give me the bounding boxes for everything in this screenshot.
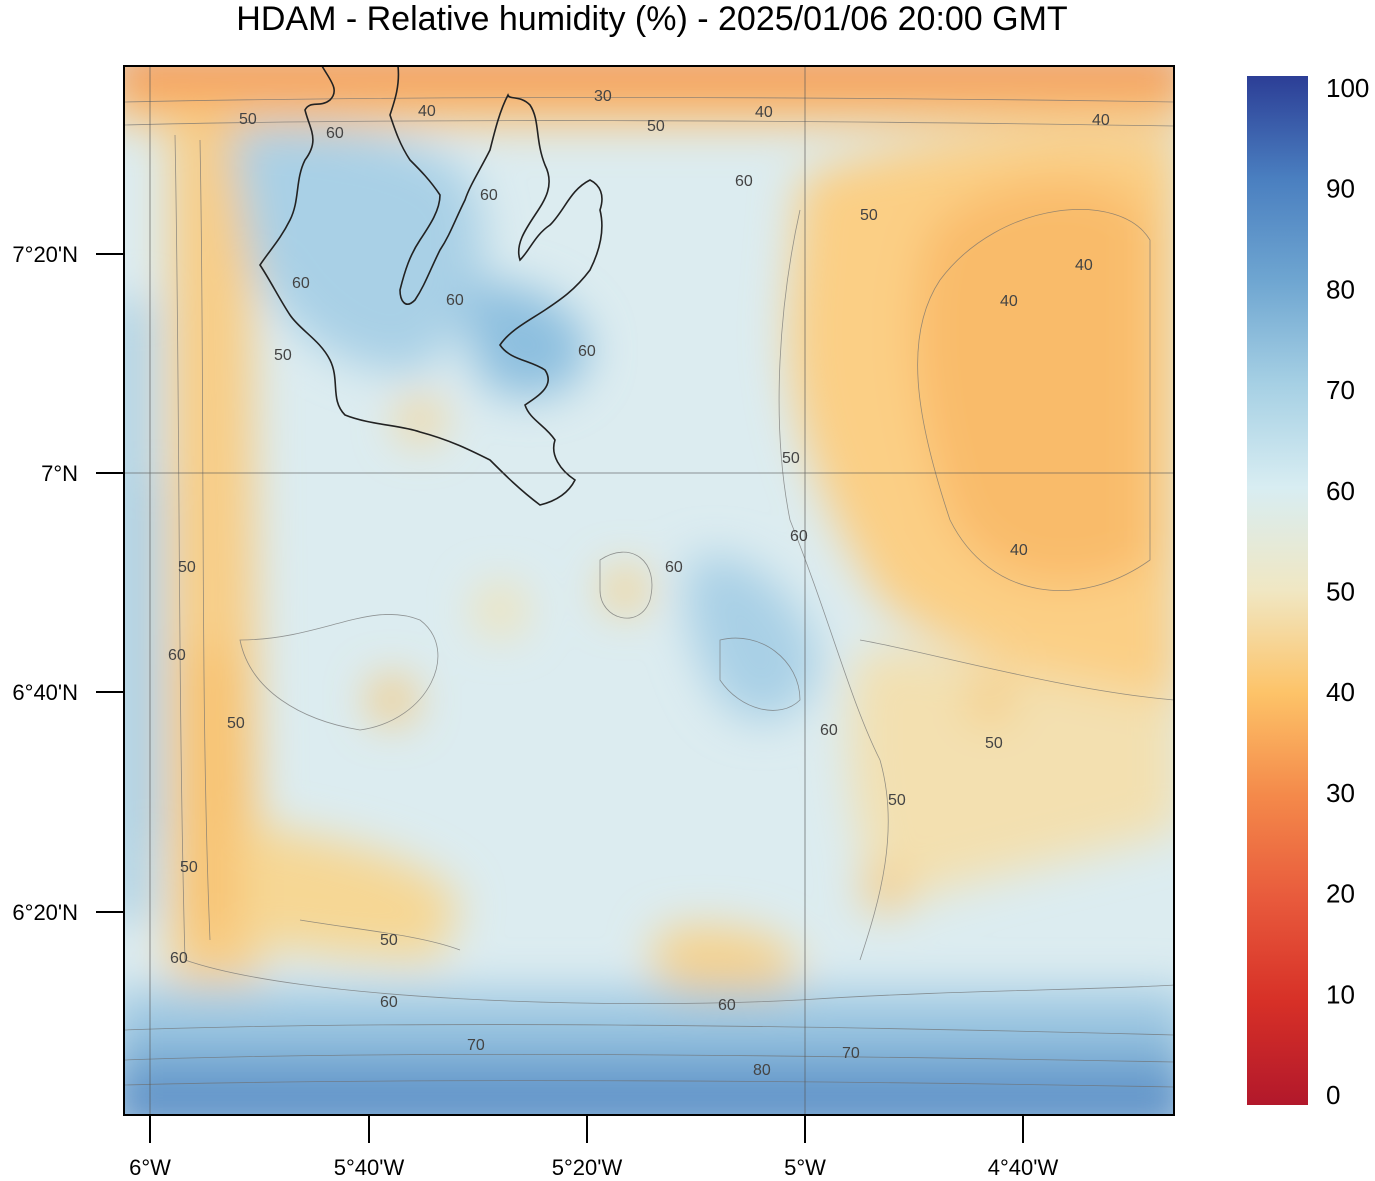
colorbar-gradient bbox=[1247, 76, 1308, 1105]
contour-label: 60 bbox=[326, 125, 344, 142]
y-tick-label: 7°N bbox=[41, 461, 78, 486]
contour-label: 50 bbox=[239, 111, 257, 128]
colorbar-tick-label: 0 bbox=[1326, 1080, 1340, 1110]
contour-label: 50 bbox=[647, 118, 665, 135]
contour-label: 50 bbox=[227, 715, 245, 732]
x-tick-label: 5°20'W bbox=[552, 1155, 623, 1180]
contour-labels: 30 40 50 40 40 60 50 60 60 60 40 40 50 4… bbox=[168, 88, 1110, 1079]
contour-label: 40 bbox=[1000, 293, 1018, 310]
colorbar-tick-label: 90 bbox=[1326, 174, 1355, 204]
colorbar-tick-label: 100 bbox=[1326, 73, 1369, 103]
x-axis: 6°W 5°40'W 5°20'W 5°W 4°40'W bbox=[129, 1115, 1058, 1180]
colorbar-tick-label: 60 bbox=[1326, 476, 1355, 506]
y-tick-label: 7°20'N bbox=[12, 242, 78, 267]
contour-label: 40 bbox=[755, 104, 773, 121]
lake-outline bbox=[259, 66, 603, 506]
contour-label: 60 bbox=[665, 559, 683, 576]
y-tick-label: 6°20'N bbox=[12, 900, 78, 925]
contour-label: 60 bbox=[292, 275, 310, 292]
contour-label: 50 bbox=[782, 450, 800, 467]
plot-frame bbox=[123, 65, 1175, 1116]
colorbar-tick-label: 70 bbox=[1326, 375, 1355, 405]
contour-label: 50 bbox=[178, 559, 196, 576]
y-tick-label: 6°40'N bbox=[12, 680, 78, 705]
contour-label: 60 bbox=[446, 292, 464, 309]
contour-label: 50 bbox=[380, 932, 398, 949]
map-title: HDAM - Relative humidity (%) - 2025/01/0… bbox=[236, 0, 1067, 38]
contour-label: 60 bbox=[578, 343, 596, 360]
colorbar: 0 10 20 30 40 50 60 70 80 90 100 bbox=[1247, 73, 1369, 1110]
contour-label: 50 bbox=[274, 347, 292, 364]
contour-label: 70 bbox=[842, 1045, 860, 1062]
contour-label: 50 bbox=[888, 792, 906, 809]
colorbar-tick-label: 20 bbox=[1326, 879, 1355, 909]
contour-label: 60 bbox=[790, 528, 808, 545]
contour-label: 60 bbox=[820, 722, 838, 739]
colorbar-tick-label: 80 bbox=[1326, 274, 1355, 304]
contour-label: 60 bbox=[168, 647, 186, 664]
contour-label: 70 bbox=[467, 1037, 485, 1054]
y-axis: 7°20'N 7°N 6°40'N 6°20'N bbox=[12, 242, 124, 925]
humidity-field: 30 40 50 40 40 60 50 60 60 60 40 40 50 4… bbox=[124, 66, 1174, 1115]
contour-label: 60 bbox=[380, 994, 398, 1011]
contour-label: 50 bbox=[985, 735, 1003, 752]
contour-label: 40 bbox=[1092, 112, 1110, 129]
contour-label: 40 bbox=[1075, 257, 1093, 274]
x-tick-label: 4°40'W bbox=[988, 1155, 1059, 1180]
graticule bbox=[124, 66, 1174, 1115]
contour-label: 40 bbox=[1010, 542, 1028, 559]
contour-label: 50 bbox=[860, 207, 878, 224]
contour-label: 80 bbox=[753, 1062, 771, 1079]
contour-label: 60 bbox=[735, 173, 753, 190]
colorbar-tick-label: 50 bbox=[1326, 577, 1355, 607]
contour-label: 50 bbox=[180, 859, 198, 876]
colorbar-tick-label: 10 bbox=[1326, 979, 1355, 1009]
colorbar-tick-label: 30 bbox=[1326, 778, 1355, 808]
contour-label: 40 bbox=[418, 103, 436, 120]
contour-label: 60 bbox=[170, 950, 188, 967]
x-tick-label: 6°W bbox=[129, 1155, 171, 1180]
x-tick-label: 5°W bbox=[784, 1155, 826, 1180]
contour-label: 60 bbox=[480, 187, 498, 204]
contour-lines bbox=[124, 97, 1174, 1088]
x-tick-label: 5°40'W bbox=[334, 1155, 405, 1180]
colorbar-tick-label: 40 bbox=[1326, 677, 1355, 707]
contour-label: 30 bbox=[594, 88, 612, 105]
contour-label: 60 bbox=[718, 997, 736, 1014]
